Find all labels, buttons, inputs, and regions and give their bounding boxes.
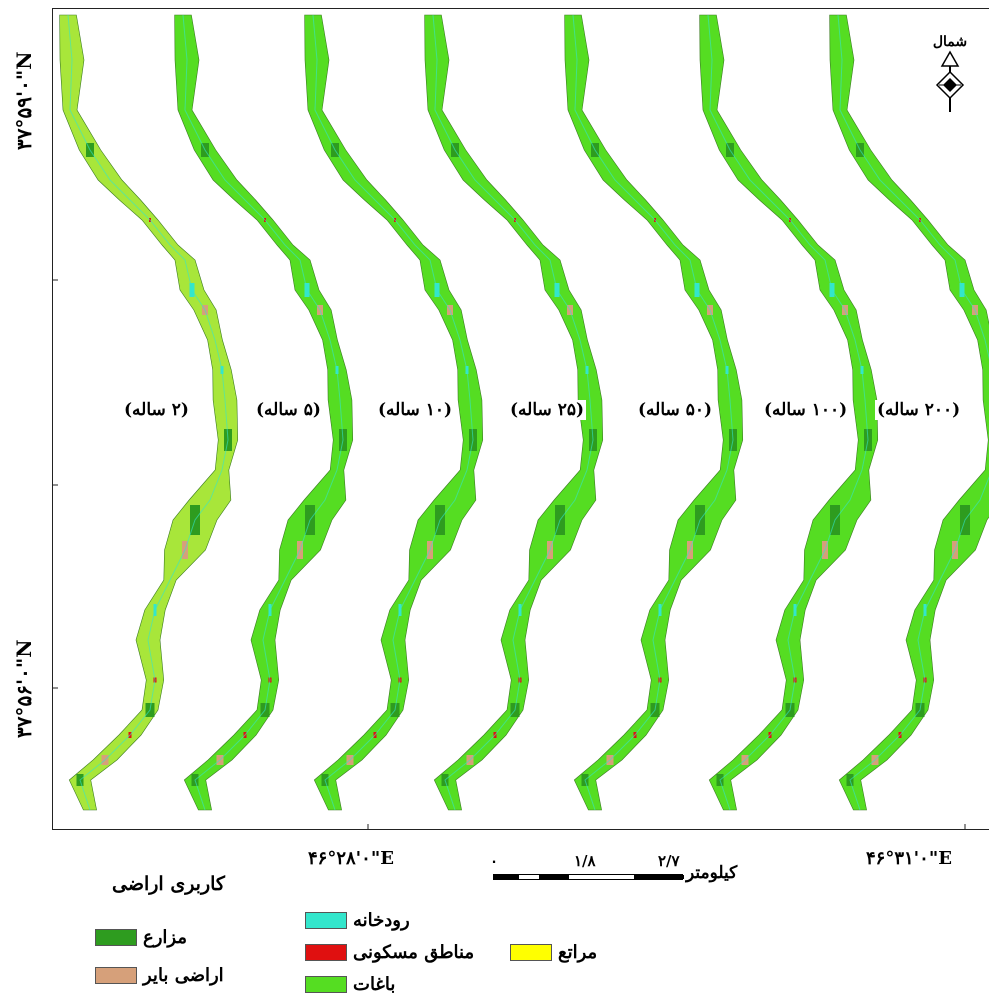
river-line [572, 14, 734, 811]
scalebar-tick-1: ۱/۸ [574, 852, 596, 870]
legend-item-bare: اراضی بایر [95, 965, 224, 986]
scalebar-unit: کیلومتر [686, 863, 738, 883]
legend-swatch [305, 976, 347, 993]
north-arrow: شمال [928, 34, 972, 120]
scale-bar [493, 874, 684, 880]
corridor-band [424, 14, 604, 811]
river-strip [174, 14, 354, 811]
scenario-label-6: (۱۰۰ ساله) [762, 400, 850, 420]
latitude-label-bottom: ۳۷°۵۶'۰"N [12, 639, 36, 738]
river-strip [59, 14, 239, 811]
river-strip [699, 14, 879, 811]
legend-label: مناطق مسکونی [353, 942, 475, 963]
scenario-label-7: (۲۰۰ ساله) [875, 400, 963, 420]
legend-swatch [95, 929, 137, 946]
scenario-label-3: (۱۰ ساله) [376, 400, 454, 420]
north-label: شمال [932, 34, 968, 50]
legend-item-river: رودخانه [305, 910, 410, 931]
north-arrow-icon [935, 50, 965, 112]
river-strip [829, 14, 989, 811]
legend-label: مزارع [143, 927, 188, 948]
longitude-label-right: ۴۶°۳۱'۰"E [866, 848, 952, 869]
corridor-band [59, 14, 239, 811]
legend-title: کاربری اراضی [112, 873, 225, 895]
legend-item-pasture: مراتع [510, 942, 597, 963]
scenario-label-4: (۲۵ ساله) [508, 400, 586, 420]
river-strip [304, 14, 484, 811]
corridor-band [174, 14, 354, 811]
legend-item-residential: مناطق مسکونی [305, 942, 474, 963]
river-line [707, 14, 869, 811]
legend-item-garden: باغات [305, 974, 395, 995]
legend-swatch [305, 944, 347, 961]
longitude-label-left: ۴۶°۲۸'۰"E [308, 848, 394, 869]
river-line [837, 14, 989, 811]
corridor-band [699, 14, 879, 811]
legend-swatch [510, 944, 552, 961]
scenario-label-1: (۲ ساله) [122, 400, 191, 420]
river-line [182, 14, 344, 811]
river-line [67, 14, 229, 811]
legend-label: باغات [353, 974, 396, 995]
scenario-label-2: (۵ ساله) [254, 400, 323, 420]
river-line [432, 14, 594, 811]
corridor-band [304, 14, 484, 811]
river-strip [424, 14, 604, 811]
legend-label: رودخانه [353, 910, 410, 931]
legend-item-farm: مزارع [95, 927, 187, 948]
scalebar-tick-0: ۰ [490, 852, 499, 870]
scenario-label-5: (۵۰ ساله) [636, 400, 714, 420]
river-strip [564, 14, 744, 811]
river-line [312, 14, 474, 811]
corridor-band [829, 14, 989, 811]
map-frame [52, 8, 989, 830]
legend-label: اراضی بایر [143, 965, 224, 986]
latitude-label-top: ۳۷°۵۹'۰"N [12, 51, 36, 150]
corridor-band [564, 14, 744, 811]
legend-label: مراتع [558, 942, 598, 963]
legend-swatch [305, 912, 347, 929]
scalebar-tick-2: ۲/۷ [658, 852, 680, 870]
legend-swatch [95, 967, 137, 984]
